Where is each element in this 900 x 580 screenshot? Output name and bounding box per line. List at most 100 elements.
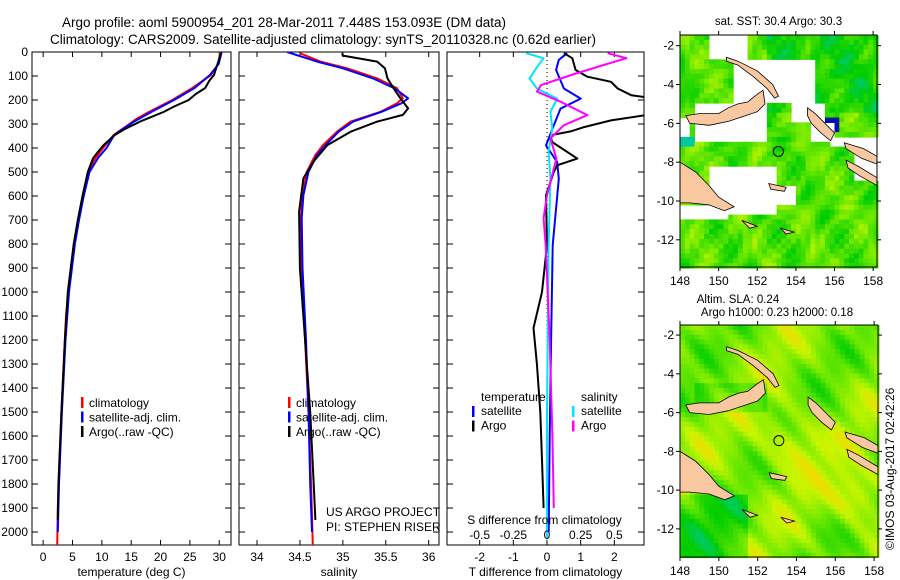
map-cell: [762, 455, 768, 462]
map-cell: [776, 243, 782, 250]
map-cell: [714, 446, 720, 452]
map-cell: [747, 552, 754, 559]
map-cell: [709, 93, 715, 99]
map-cell: [858, 234, 865, 240]
map-cell: [863, 253, 869, 259]
map-cell: [830, 538, 836, 544]
map-cell: [845, 547, 851, 554]
map-cell: [811, 358, 817, 365]
map-cell: [853, 209, 860, 216]
y-tick-label: 1300: [1, 357, 28, 371]
map-cell: [863, 64, 869, 70]
map-cell: [815, 69, 821, 75]
map-cell: [845, 533, 851, 539]
map-cell: [680, 397, 686, 404]
map-cell: [718, 499, 725, 505]
map-cell: [689, 431, 696, 437]
map-cell: [849, 329, 856, 336]
map-cell: [699, 412, 705, 418]
map-cell: [733, 552, 739, 559]
map-cell: [752, 49, 758, 56]
map-cell: [767, 426, 773, 433]
map-cell: [791, 166, 797, 172]
map-cell: [762, 484, 768, 491]
y-tick-label: 2000: [1, 525, 28, 539]
map-cell: [699, 151, 705, 157]
map-cell: [767, 451, 773, 457]
map-cell: [776, 224, 782, 230]
map-cell: [728, 451, 734, 457]
map-cell: [742, 146, 749, 153]
map-cell: [699, 426, 705, 433]
map-cell: [752, 465, 759, 471]
map-cell: [845, 509, 851, 515]
map-cell: [757, 426, 764, 433]
map-cell: [840, 533, 846, 539]
map-cell: [811, 446, 817, 452]
map-cell: [733, 156, 739, 162]
map-cell: [791, 339, 798, 345]
map-cell: [772, 509, 778, 515]
map-cell: [684, 417, 691, 423]
map-cell: [684, 494, 691, 500]
map-cell: [829, 73, 836, 80]
map-cell: [776, 229, 782, 235]
map-cell: [869, 528, 875, 534]
legend-swatch: [81, 411, 84, 423]
map-cell: [781, 258, 787, 264]
map-cell: [766, 224, 773, 230]
map-cell: [689, 518, 696, 525]
map-cell: [680, 392, 686, 399]
map-cell: [863, 35, 869, 41]
map-cell: [845, 349, 851, 355]
map-cell: [772, 426, 778, 433]
map-cell: [684, 146, 691, 153]
map-cell: [854, 392, 861, 399]
map-cell: [863, 44, 869, 51]
map-cell: [801, 421, 807, 428]
map-cell: [864, 392, 870, 399]
map-cell: [864, 489, 870, 496]
map-cell: [840, 543, 846, 549]
map-cell: [689, 64, 696, 70]
map-cell: [743, 325, 749, 331]
map-cell: [873, 64, 879, 70]
land-polygon: [679, 450, 736, 501]
map-cell: [825, 325, 832, 331]
map-cell: [858, 39, 865, 46]
map-cell: [796, 480, 802, 486]
map-cell: [747, 373, 754, 379]
map-cell: [684, 258, 691, 264]
map-cell: [733, 480, 739, 486]
map-cell: [694, 388, 701, 394]
map-cell: [806, 499, 812, 505]
map-cell: [757, 402, 764, 408]
map-cell: [699, 494, 705, 500]
map-cell: [824, 209, 831, 216]
map-cell: [791, 383, 798, 389]
map-cell: [839, 209, 845, 216]
map-cell: [854, 504, 861, 510]
map-cell: [709, 421, 715, 428]
map-cell: [825, 436, 832, 442]
map-cell: [694, 49, 700, 56]
map-cell: [825, 397, 832, 404]
map-cell: [689, 436, 696, 442]
map-cell: [825, 518, 832, 525]
map-cell: [844, 102, 850, 109]
map-cell: [840, 523, 846, 530]
map-cell: [854, 412, 861, 418]
map-cell: [709, 88, 715, 94]
map-cell: [709, 253, 715, 259]
map-cell: [859, 547, 866, 554]
map-cell: [762, 465, 768, 471]
map-cell: [714, 538, 720, 544]
map-cell: [829, 219, 836, 225]
map-cell: [858, 44, 865, 51]
map-cell: [723, 373, 730, 379]
map-cell: [874, 538, 880, 544]
map-cell: [694, 248, 700, 255]
map-cell: [791, 499, 798, 505]
map-cell: [874, 349, 880, 355]
map-cell: [796, 431, 802, 437]
